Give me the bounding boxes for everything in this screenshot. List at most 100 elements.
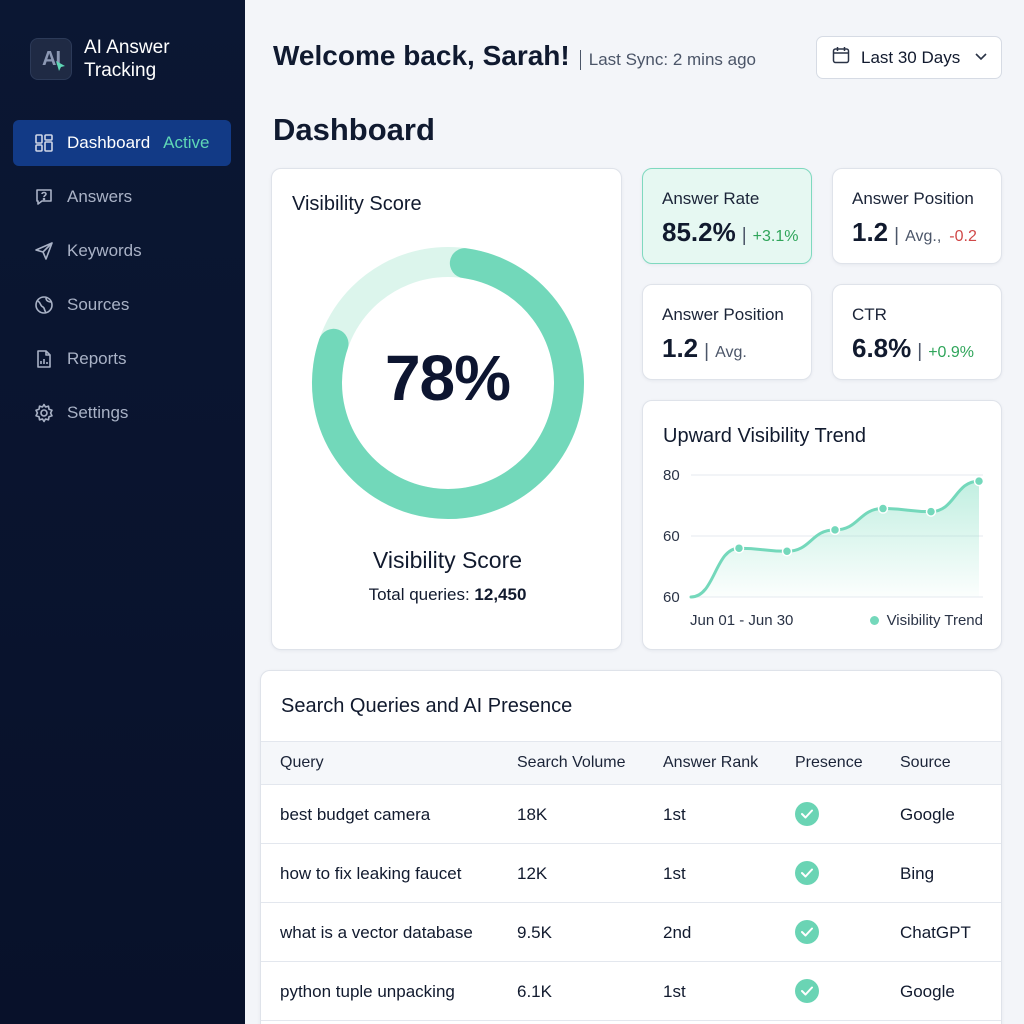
card-title: Visibility Score [292,193,422,215]
column-header-source[interactable]: Source [900,754,951,771]
sidebar-item-label: Reports [67,349,127,368]
chevron-down-icon [974,48,988,68]
sidebar-nav: Dashboard Active Answers Keywords Source… [13,120,231,444]
metric-label: Answer Position [852,189,974,208]
column-header-presence[interactable]: Presence [795,754,863,771]
cursor-icon [56,61,65,71]
visibility-donut [312,247,584,519]
total-queries: Total queries: 12,450 [272,585,623,605]
metric-note: Avg., [905,228,942,245]
trend-point[interactable] [781,546,793,557]
trend-date-range: Jun 01 - Jun 30 [690,612,794,629]
table-row[interactable]: what is a vector database 9.5K 2nd ChatG… [261,903,1001,962]
logo-text: AI [42,47,61,70]
cell-source: ChatGPT [900,923,971,942]
welcome-title: Welcome back, Sarah! [273,40,570,71]
legend-label: Visibility Trend [886,612,983,629]
welcome-header: Welcome back, Sarah! Last Sync: 2 mins a… [273,40,756,72]
cell-source: Google [900,982,955,1001]
sidebar-item-label: Sources [67,295,130,314]
cell-query: best budget camera [280,805,431,824]
check-icon [795,920,819,944]
dashboard-icon [33,132,55,154]
trend-legend: Visibility Trend [869,612,983,629]
metric-ctr[interactable]: CTR 6.8% | +0.9% [832,284,1002,380]
total-queries-label: Total queries: [368,585,470,604]
sidebar-item-label: Answers [67,187,133,206]
cell-rank: 1st [663,864,686,883]
separator: | [917,341,923,362]
metric-value: 1.2 [662,333,699,363]
check-icon [795,861,819,885]
trend-chart: 80 60 60 [663,467,985,606]
date-range-label: Last 30 Days [861,47,961,67]
visibility-trend-card: Upward Visibility Trend 80 60 60 Jun 01 - … [642,400,1002,650]
metric-label: Answer Position [662,305,784,324]
active-badge: Active [163,133,210,152]
send-icon [33,240,55,262]
report-icon [33,348,55,370]
sidebar-item-answers[interactable]: Answers [13,174,231,220]
last-sync: Last Sync: 2 mins ago [579,50,756,70]
sidebar-item-reports[interactable]: Reports [13,336,231,382]
cell-query: what is a vector database [280,923,473,942]
cell-source: Google [900,805,955,824]
metric-note: Avg. [715,344,747,361]
cell-query: python tuple unpacking [280,982,455,1001]
total-queries-value: 12,450 [474,585,527,604]
trend-point[interactable] [829,524,841,536]
visibility-score-value: 78% [384,342,511,414]
page-title: Dashboard [273,112,435,147]
trend-point[interactable] [877,503,889,514]
table-row[interactable]: python tuple unpacking 6.1K 1st Google [261,962,1001,1021]
legend-dot [869,616,879,625]
metric-change: +3.1% [752,228,799,245]
check-icon [795,802,819,826]
cell-volume: 9.5K [517,923,552,942]
trend-point[interactable] [925,506,937,517]
check-icon [795,979,819,1003]
metric-label: Answer Rate [662,189,760,208]
sidebar-item-keywords[interactable]: Keywords [13,228,231,274]
trend-point[interactable] [733,542,745,554]
sidebar-item-label: Dashboard [67,133,151,152]
brand-name-line2: Tracking [84,60,157,81]
sidebar: AI AI Answer Tracking Dashboard Active A… [0,0,245,1024]
y-tick-label: 60 [663,528,680,545]
column-header-query[interactable]: Query [280,754,324,771]
metric-answer-rate[interactable]: Answer Rate 85.2% | +3.1% [642,168,812,264]
sidebar-item-label: Keywords [67,241,142,260]
cell-source: Bing [900,864,935,883]
cell-volume: 12K [517,864,548,883]
metric-label: CTR [852,305,887,324]
cell-rank: 1st [663,805,686,824]
y-tick-label: 60 [663,589,680,606]
table-row[interactable]: how to fix leaking faucet 12K 1st Bing [261,844,1001,903]
metric-value: 1.2 [852,217,889,247]
separator: | [704,341,710,362]
metric-value: 85.2% [662,217,736,247]
chart-title: Upward Visibility Trend [663,425,867,447]
sidebar-item-settings[interactable]: Settings [13,390,231,436]
question-icon [33,186,55,208]
trend-point[interactable] [973,475,985,487]
table-row[interactable]: best budget camera 18K 1st Google [261,785,1001,844]
globe-icon [33,294,55,316]
separator: | [894,225,900,246]
column-header-rank[interactable]: Answer Rank [663,754,759,771]
metric-answer-position-avg[interactable]: Answer Position 1.2 | Avg. [642,284,812,380]
brand[interactable]: AI AI Answer Tracking [30,36,170,82]
cell-volume: 18K [517,805,548,824]
trend-area [691,481,979,597]
cell-rank: 1st [663,982,686,1001]
metric-answer-position[interactable]: Answer Position 1.2 | Avg., -0.2 [832,168,1002,264]
date-range-select[interactable]: Last 30 Days [816,36,1002,79]
column-header-volume[interactable]: Search Volume [517,754,626,771]
metric-change: -0.2 [949,228,977,245]
table-title: Search Queries and AI Presence [281,695,573,717]
queries-table-card: Search Queries and AI Presence Query Sea… [260,670,1002,1024]
cell-query: how to fix leaking faucet [280,864,462,883]
gear-icon [33,402,55,424]
sidebar-item-dashboard[interactable]: Dashboard Active [13,120,231,166]
sidebar-item-sources[interactable]: Sources [13,282,231,328]
